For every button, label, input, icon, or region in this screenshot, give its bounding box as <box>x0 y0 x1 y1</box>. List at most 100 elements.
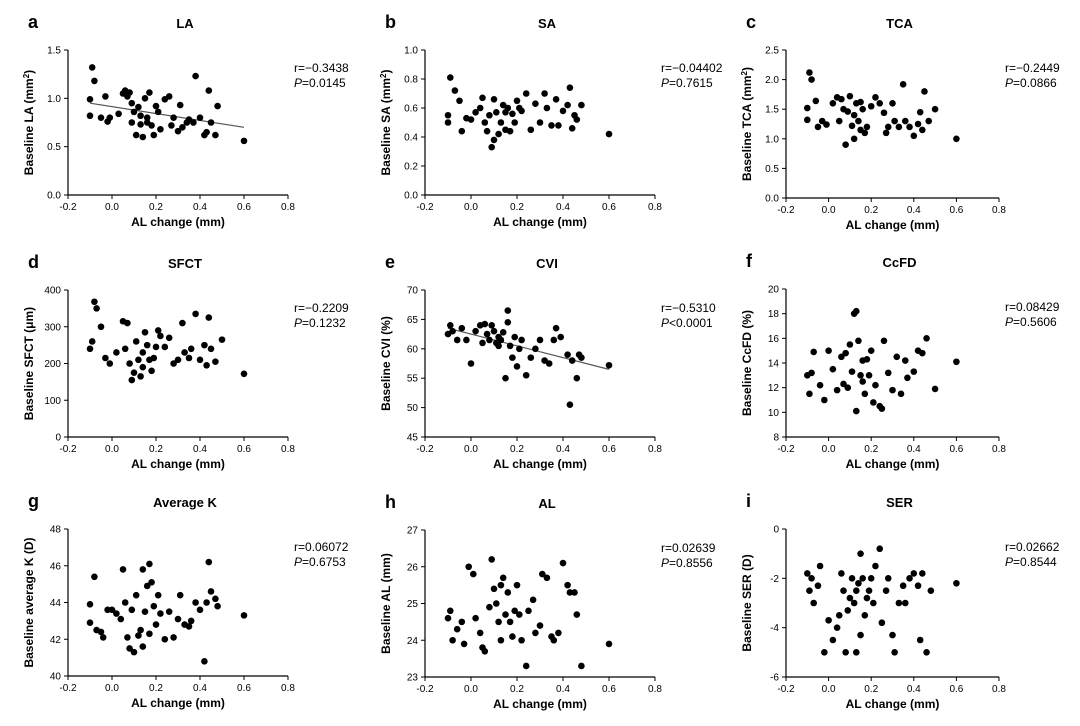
x-tick-label-e: -0.2 <box>416 444 434 455</box>
data-point-f <box>840 380 847 388</box>
data-point-c <box>855 117 862 125</box>
data-point-e <box>449 327 456 335</box>
y-axis-label-main-b: Baseline SA <box>379 106 393 176</box>
y-tick-label-a: 0.5 <box>47 142 61 153</box>
data-point-b <box>488 143 496 151</box>
y-tick-label-a: 0.0 <box>47 191 61 202</box>
y-tick-label-f: 20 <box>768 285 780 296</box>
data-point-i <box>876 545 884 553</box>
data-point-a <box>205 87 213 94</box>
x-tick-label-h: 0.2 <box>510 684 524 695</box>
data-point-b <box>495 130 502 138</box>
y-tick-label-f: 10 <box>768 408 780 419</box>
data-point-i <box>814 582 822 590</box>
data-point-e <box>545 360 553 367</box>
data-point-f <box>806 390 813 398</box>
data-point-i <box>953 579 960 587</box>
x-tick-label-b: 0.6 <box>602 202 616 213</box>
data-point-f <box>870 399 877 406</box>
data-point-e <box>479 339 486 347</box>
panel-letter-b: b <box>385 12 396 32</box>
data-point-b <box>476 104 484 112</box>
x-tick-label-e: 0.0 <box>464 444 478 455</box>
data-point-c <box>882 129 890 137</box>
data-point-h <box>504 589 512 596</box>
x-axis-label-h: AL change (mm) <box>493 697 587 711</box>
panel-letter-h: h <box>385 492 396 512</box>
data-point-c <box>850 135 858 143</box>
p-number-b: =0.7615 <box>669 76 713 90</box>
data-point-f <box>829 365 837 373</box>
data-point-h <box>490 585 498 593</box>
y-tick-label-e: 45 <box>407 433 419 444</box>
data-point-f <box>910 368 918 375</box>
y-tick-label-h: 23 <box>407 673 419 684</box>
data-point-c <box>916 108 924 116</box>
x-tick-label-a: 0.6 <box>237 202 251 213</box>
data-point-d <box>165 334 173 342</box>
y-axis-label-main-e: Baseline CVI (%) <box>379 316 393 411</box>
panel-letter-a: a <box>28 12 39 32</box>
x-tick-label-a: 0.4 <box>193 202 207 213</box>
data-point-e <box>518 336 525 344</box>
data-point-b <box>497 119 505 126</box>
x-tick-label-c: 0.4 <box>907 205 921 216</box>
data-point-f <box>897 390 905 398</box>
p-value-a: P=0.0145 <box>294 76 346 90</box>
panel-title-g: Average K <box>153 495 217 510</box>
data-point-e <box>516 345 523 353</box>
data-point-b <box>568 125 576 132</box>
y-tick-label-i: 0 <box>773 525 779 536</box>
p-label-a: P <box>294 76 302 90</box>
data-point-a <box>176 101 184 109</box>
data-point-c <box>804 104 811 112</box>
data-point-i <box>857 631 864 639</box>
data-point-e <box>467 360 475 367</box>
y-axis-label-close-b: ) <box>379 69 393 73</box>
data-point-b <box>566 84 574 91</box>
data-point-f <box>838 353 845 361</box>
data-point-f <box>857 372 864 379</box>
y-axis-label-close-a: ) <box>22 70 36 74</box>
y-axis-label-main-c: Baseline TCA <box>740 103 754 181</box>
data-point-e <box>605 361 613 369</box>
data-point-i <box>838 570 845 577</box>
data-point-e <box>564 351 571 358</box>
data-point-c <box>823 121 830 128</box>
data-point-g <box>117 615 125 623</box>
data-point-g <box>146 560 153 568</box>
x-tick-label-b: -0.2 <box>416 202 434 213</box>
data-point-c <box>910 132 918 140</box>
data-point-a <box>102 93 109 100</box>
x-tick-label-c: 0.2 <box>864 205 878 216</box>
data-point-d <box>139 363 147 371</box>
p-value-f: P=0.5606 <box>1005 315 1057 329</box>
data-point-g <box>165 608 173 615</box>
data-point-c <box>835 117 843 125</box>
panel-letter-f: f <box>746 251 753 271</box>
y-axis-label-h: Baseline AL (mm) <box>379 553 393 654</box>
data-point-e <box>509 354 516 361</box>
data-point-f <box>833 386 841 394</box>
data-point-g <box>148 578 155 586</box>
p-number-d: =0.1232 <box>302 316 346 330</box>
data-point-g <box>214 602 221 610</box>
data-point-a <box>143 114 151 121</box>
data-point-h <box>532 629 539 637</box>
y-tick-label-b: 0.0 <box>404 191 418 202</box>
data-point-i <box>825 616 832 624</box>
data-point-g <box>152 621 160 628</box>
data-point-h <box>513 581 521 589</box>
y-tick-label-i: -2 <box>770 574 779 585</box>
data-point-f <box>931 385 939 393</box>
data-point-d <box>185 354 193 362</box>
data-point-a <box>157 125 164 133</box>
r-value-a: r=−0.3438 <box>294 61 349 75</box>
data-point-c <box>895 123 903 131</box>
x-axis-label-e: AL change (mm) <box>493 457 587 471</box>
data-point-e <box>497 336 505 344</box>
fit-line-a <box>89 102 245 128</box>
data-point-g <box>86 601 94 608</box>
y-axis-label-c: Baseline TCA (mm2) <box>740 67 755 181</box>
data-point-i <box>891 649 898 656</box>
